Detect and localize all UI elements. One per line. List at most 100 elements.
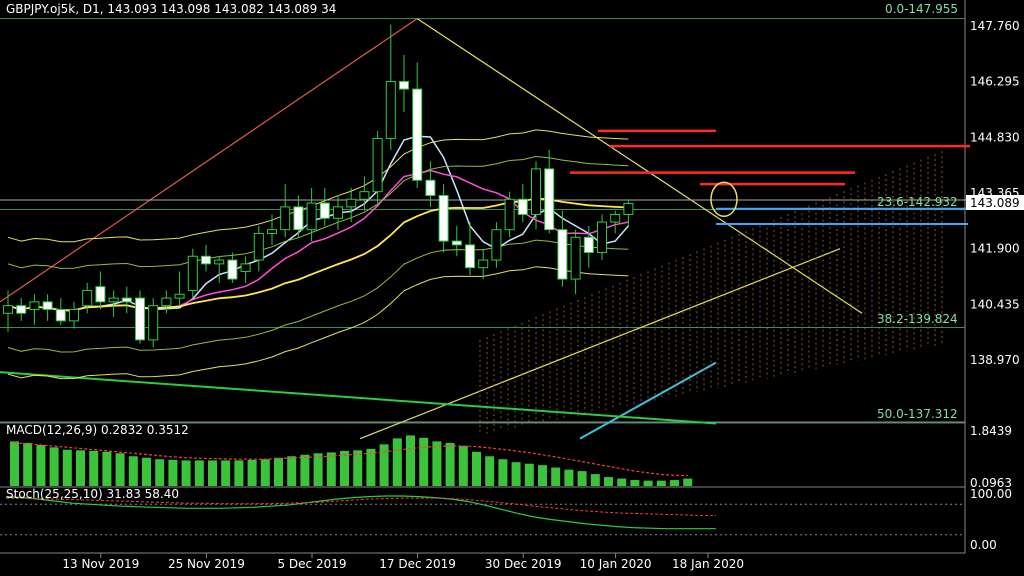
candle-body (108, 297, 119, 303)
macd-bar (287, 456, 297, 486)
candle-body (187, 255, 198, 291)
macd-bar (10, 441, 19, 486)
date-tick-label: 17 Dec 2019 (379, 557, 456, 571)
candle-body (201, 255, 211, 265)
macd-bar (340, 450, 349, 486)
candle-body (227, 259, 238, 280)
trendline-yellow-up (359, 248, 841, 440)
price-tick-label: 146.295 (970, 75, 1020, 89)
price-tick-label: 138.970 (970, 353, 1020, 367)
macd-bar (194, 460, 204, 486)
candle-body (465, 244, 475, 269)
macd-bar (36, 444, 46, 486)
macd-bar (511, 462, 521, 486)
macd-bar (49, 447, 59, 486)
candle-body (148, 305, 159, 341)
candle-body (438, 194, 449, 242)
band-lower (7, 266, 629, 380)
macd-bar (458, 445, 468, 486)
macd-bar (128, 456, 138, 486)
band-upper-inner (7, 155, 629, 269)
candle-body (319, 202, 330, 219)
date-tick-label: 5 Dec 2019 (277, 557, 346, 571)
stoch-tick-label: 100.00 (970, 487, 1012, 501)
candle-body (517, 198, 528, 215)
date-tick-label: 13 Nov 2019 (62, 557, 139, 571)
macd-tick-label: 0.0963 (970, 476, 1012, 490)
candle-body (69, 308, 79, 322)
band-lower-inner (7, 239, 629, 353)
band-upper (7, 129, 629, 243)
candle-body (55, 308, 66, 322)
macd-bar (392, 438, 402, 486)
fib-label-50: 50.0-137.312 (877, 407, 958, 421)
macd-bar (683, 478, 693, 486)
candle-body (412, 88, 423, 181)
macd-bar (498, 459, 508, 486)
current-price-box (966, 195, 1024, 210)
macd-bar (564, 469, 574, 486)
candle-body (583, 236, 594, 253)
macd-tick-label: 1.8439 (970, 424, 1012, 438)
candle-body (544, 168, 555, 231)
macd-bar (617, 478, 627, 486)
macd-bar (366, 448, 376, 486)
macd-bar (142, 457, 151, 486)
candle-body (16, 305, 27, 314)
macd-bar (432, 441, 442, 486)
date-tick-label: 25 Nov 2019 (168, 557, 245, 571)
macd-bar (379, 444, 389, 486)
macd-bar (23, 442, 33, 486)
macd-bar (181, 460, 191, 486)
price-tick-label: 141.900 (970, 242, 1020, 256)
stoch-tick-label: 0.00 (970, 538, 997, 552)
date-tick-label: 18 Jan 2020 (672, 557, 744, 571)
macd-bar (590, 474, 600, 486)
candle-body (29, 301, 40, 310)
candle-body (372, 137, 383, 193)
macd-bar (155, 459, 165, 486)
candle-body (597, 221, 607, 253)
macd-bar (524, 463, 534, 486)
fib-label-0: 0.0-147.955 (885, 2, 958, 16)
candle-body (280, 206, 291, 231)
macd-signal-line (14, 442, 688, 477)
candle-body (425, 179, 436, 196)
macd-bar (234, 460, 244, 486)
macd-bar (300, 454, 310, 486)
candle-body (240, 263, 251, 272)
candle-body (135, 297, 145, 341)
macd-bar (538, 465, 547, 486)
macd-bar (406, 435, 415, 486)
macd-bar (208, 460, 217, 486)
candle-body (3, 305, 13, 314)
current-price-label: 143.089 (970, 196, 1020, 210)
candle-body (267, 229, 277, 234)
date-tick-label: 10 Jan 2020 (580, 557, 652, 571)
macd-bar (274, 457, 283, 486)
symbol-title: GBPJPY.oj5k, D1, 143.093 143.098 143.082… (6, 2, 336, 16)
date-tick-label: 30 Dec 2019 (485, 557, 562, 571)
macd-bar (247, 459, 257, 486)
macd-bar (313, 453, 323, 486)
macd-bar (326, 452, 336, 486)
stoch-signal-line (6, 497, 716, 516)
macd-bar (472, 451, 481, 486)
trendline-cyan (579, 361, 717, 440)
trendline-red-up (0, 18, 418, 303)
macd-bar (670, 480, 679, 486)
macd-bar (115, 453, 125, 486)
macd-bar (630, 480, 640, 486)
candle-body (478, 259, 489, 269)
candle-body (531, 168, 541, 215)
macd-bar (656, 480, 666, 486)
macd-bar (221, 460, 231, 486)
candle-body (214, 259, 225, 265)
candle-body (623, 202, 634, 215)
macd-bar (485, 456, 495, 486)
candle-body (161, 297, 172, 307)
macd-bar (102, 451, 112, 486)
candle-body (306, 202, 317, 231)
highlight-circle (710, 181, 738, 218)
